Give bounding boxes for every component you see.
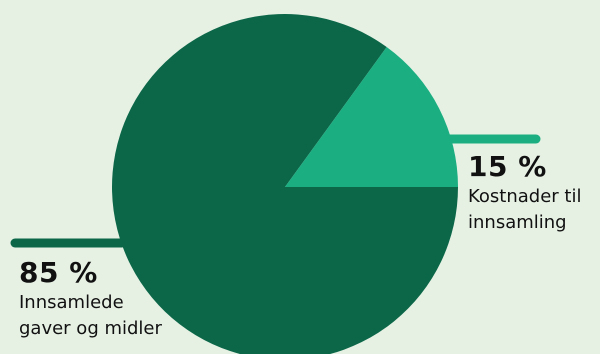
pie-slice-costs [285, 47, 458, 187]
slice-description-gifts: Innsamlede gaver og midler [19, 290, 162, 342]
pie-slices [112, 13, 458, 354]
pie-slice-gifts [112, 13, 458, 354]
slice-description-costs-line2: innsamling [468, 212, 567, 233]
slice-label-costs: 15 % Kostnader til innsamling [468, 152, 581, 236]
slice-value-costs: 15 % [468, 150, 547, 183]
slice-label-gifts: 85 % Innsamlede gaver og midler [19, 258, 162, 342]
slice-description-costs-line1: Kostnader til [468, 186, 582, 207]
slice-value-gifts: 85 % [19, 256, 98, 289]
slice-description-gifts-line1: Innsamlede [19, 292, 124, 313]
slice-description-costs: Kostnader til innsamling [468, 184, 581, 236]
slice-description-gifts-line2: gaver og midler [19, 318, 162, 339]
